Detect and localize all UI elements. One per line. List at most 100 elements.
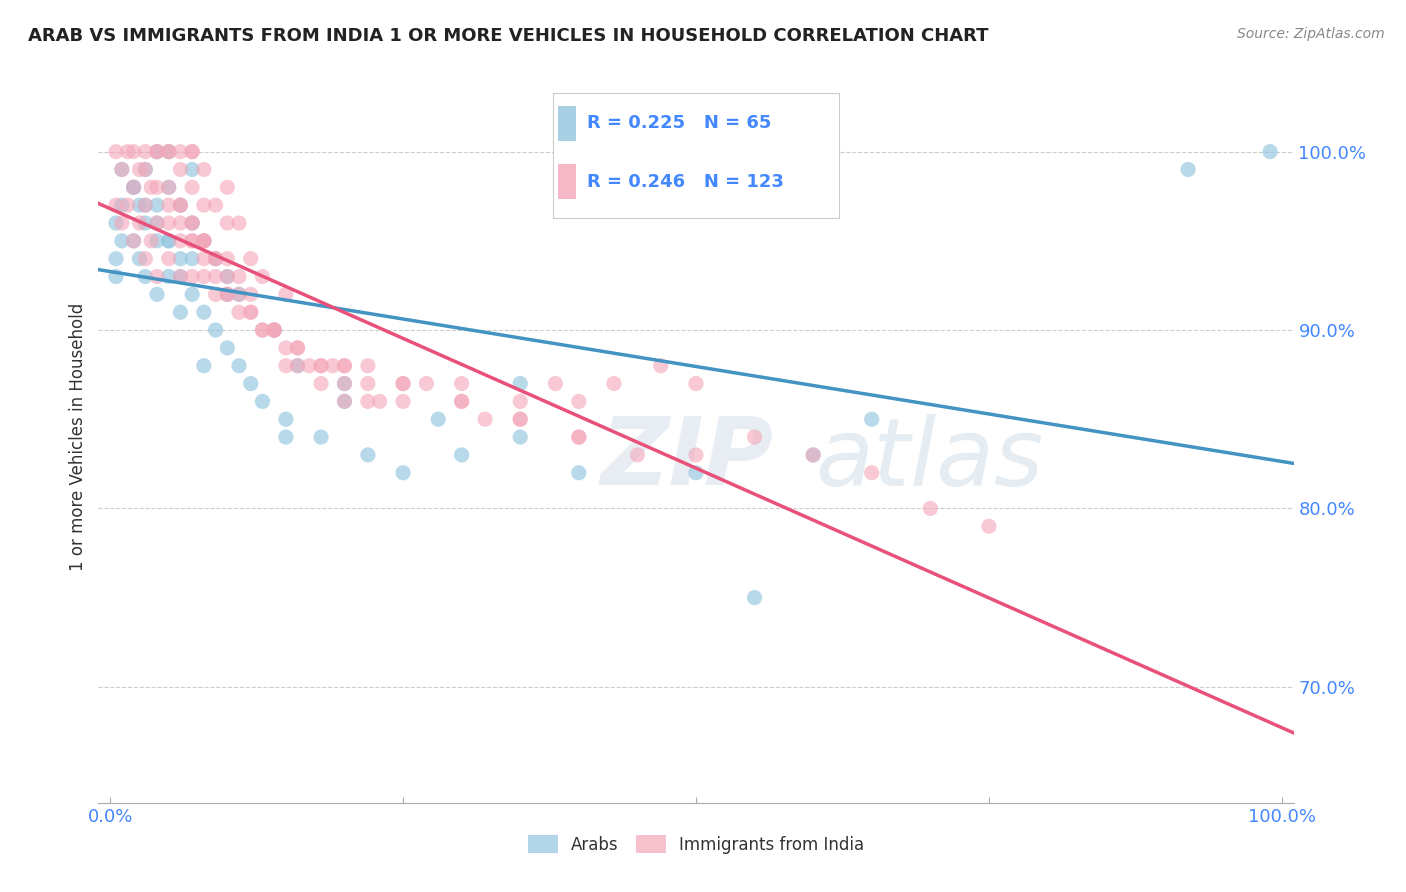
Point <box>128 198 150 212</box>
Point <box>217 287 239 301</box>
Point <box>1258 145 1281 159</box>
Point <box>744 430 766 444</box>
Point <box>105 269 128 284</box>
Point <box>181 252 204 266</box>
Point <box>860 412 883 426</box>
Point <box>287 341 309 355</box>
Point <box>146 145 169 159</box>
Point <box>157 145 180 159</box>
Point <box>333 376 356 391</box>
Point <box>650 359 672 373</box>
Point <box>169 145 191 159</box>
Point <box>146 216 169 230</box>
Point <box>228 287 250 301</box>
Y-axis label: 1 or more Vehicles in Household: 1 or more Vehicles in Household <box>69 303 87 571</box>
Point <box>333 394 356 409</box>
Point <box>122 180 145 194</box>
Point <box>685 376 707 391</box>
Point <box>357 394 380 409</box>
Point <box>509 394 531 409</box>
Point <box>357 448 380 462</box>
Point <box>274 359 297 373</box>
Point <box>217 252 239 266</box>
Point <box>217 341 239 355</box>
Point <box>169 269 191 284</box>
Point <box>181 234 204 248</box>
Point <box>217 216 239 230</box>
Point <box>157 180 180 194</box>
Point <box>157 252 180 266</box>
Point <box>509 376 531 391</box>
Point <box>117 145 139 159</box>
Point <box>157 234 180 248</box>
Text: ARAB VS IMMIGRANTS FROM INDIA 1 OR MORE VEHICLES IN HOUSEHOLD CORRELATION CHART: ARAB VS IMMIGRANTS FROM INDIA 1 OR MORE … <box>28 27 988 45</box>
Point <box>544 376 567 391</box>
Point <box>169 162 191 177</box>
Point <box>122 180 145 194</box>
Point <box>298 359 321 373</box>
Legend: Arabs, Immigrants from India: Arabs, Immigrants from India <box>522 829 870 860</box>
Point <box>111 198 134 212</box>
Point <box>252 323 274 337</box>
Point <box>169 269 191 284</box>
Point <box>122 234 145 248</box>
Point <box>509 412 531 426</box>
Point <box>357 376 380 391</box>
Point <box>626 448 648 462</box>
Point <box>169 216 191 230</box>
Point <box>368 394 391 409</box>
Point <box>801 448 824 462</box>
Point <box>204 198 226 212</box>
Point <box>392 394 415 409</box>
Point <box>146 216 169 230</box>
Point <box>322 359 344 373</box>
Point <box>392 376 415 391</box>
Point <box>228 287 250 301</box>
Point <box>450 448 472 462</box>
Point <box>228 359 250 373</box>
Point <box>685 448 707 462</box>
Point <box>181 216 204 230</box>
Point <box>333 359 356 373</box>
Point <box>134 198 156 212</box>
Point <box>204 269 226 284</box>
Point <box>309 430 332 444</box>
Point <box>263 323 285 337</box>
Point <box>105 198 128 212</box>
Point <box>122 145 145 159</box>
Point <box>193 234 215 248</box>
Point <box>217 269 239 284</box>
Point <box>146 198 169 212</box>
Point <box>228 216 250 230</box>
Point <box>134 198 156 212</box>
Point <box>239 252 262 266</box>
Point <box>141 180 163 194</box>
Point <box>146 145 169 159</box>
Point <box>193 305 215 319</box>
Point <box>111 162 134 177</box>
Point <box>568 430 591 444</box>
Point <box>217 180 239 194</box>
Point <box>239 376 262 391</box>
Point <box>181 145 204 159</box>
Point <box>157 180 180 194</box>
Point <box>252 269 274 284</box>
Point <box>181 216 204 230</box>
Point <box>685 466 707 480</box>
Point <box>509 430 531 444</box>
Point <box>117 198 139 212</box>
Point <box>181 180 204 194</box>
Point <box>603 376 626 391</box>
Point <box>193 269 215 284</box>
Point <box>252 323 274 337</box>
Point <box>157 216 180 230</box>
Point <box>169 198 191 212</box>
Point <box>134 216 156 230</box>
Point <box>111 216 134 230</box>
Text: Source: ZipAtlas.com: Source: ZipAtlas.com <box>1237 27 1385 41</box>
Point <box>568 430 591 444</box>
Point <box>193 162 215 177</box>
Point <box>146 180 169 194</box>
Point <box>204 323 226 337</box>
Point <box>134 252 156 266</box>
